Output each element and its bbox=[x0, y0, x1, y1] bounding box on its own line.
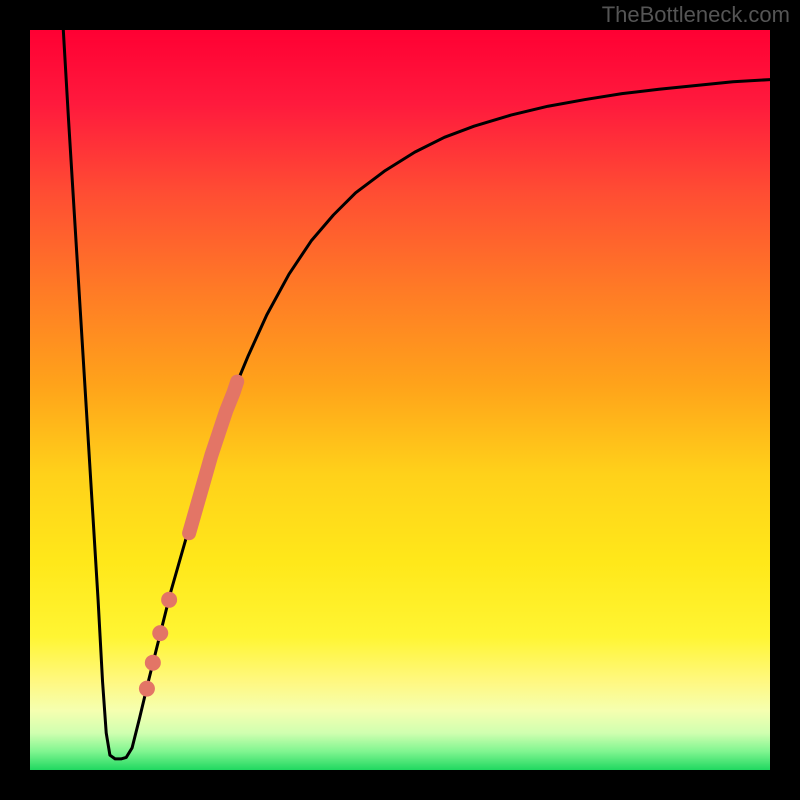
highlight-dot bbox=[152, 625, 168, 641]
watermark-label: TheBottleneck.com bbox=[602, 2, 790, 28]
highlight-dot bbox=[161, 592, 177, 608]
bottleneck-curve-chart bbox=[0, 0, 800, 800]
highlight-dot bbox=[139, 681, 155, 697]
highlight-dot bbox=[145, 655, 161, 671]
chart-container: TheBottleneck.com bbox=[0, 0, 800, 800]
chart-background-gradient bbox=[30, 30, 770, 770]
